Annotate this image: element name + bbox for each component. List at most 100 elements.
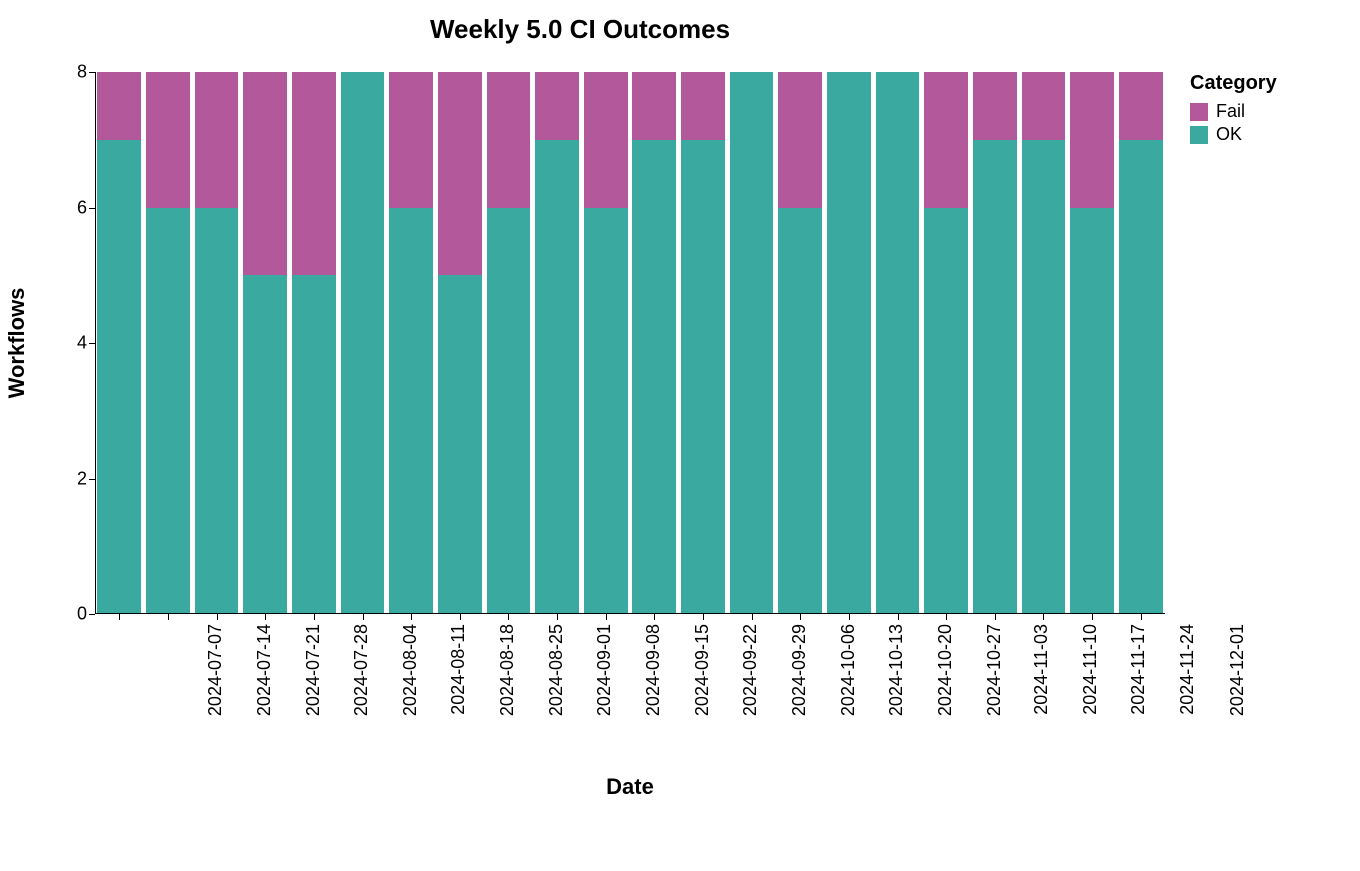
x-tick-label: 2024-09-15 — [692, 624, 713, 716]
x-tick-mark — [800, 614, 801, 620]
x-tick-label: 2024-09-01 — [594, 624, 615, 716]
bar-segment-ok — [389, 208, 433, 615]
legend-label: Fail — [1216, 101, 1245, 122]
bar-segment-ok — [584, 208, 628, 615]
x-tick-mark — [557, 614, 558, 620]
bar-segment-fail — [438, 72, 482, 275]
x-tick-mark — [946, 614, 947, 620]
bar-column — [778, 72, 822, 614]
x-tick-mark — [654, 614, 655, 620]
bar-segment-fail — [973, 72, 1017, 140]
bar-segment-ok — [341, 72, 385, 614]
bar-segment-ok — [1070, 208, 1114, 615]
bar-segment-fail — [146, 72, 190, 208]
bar-segment-ok — [681, 140, 725, 614]
legend-item-fail: Fail — [1190, 101, 1277, 122]
x-tick-label: 2024-10-20 — [935, 624, 956, 716]
bar-column — [973, 72, 1017, 614]
x-tick-mark — [508, 614, 509, 620]
bar-segment-fail — [1022, 72, 1066, 140]
plot-area: 024682024-07-072024-07-142024-07-212024-… — [95, 72, 1165, 614]
x-tick-label: 2024-10-27 — [984, 624, 1005, 716]
bar-column — [487, 72, 531, 614]
bar-segment-ok — [632, 140, 676, 614]
x-tick-label: 2024-07-07 — [205, 624, 226, 716]
x-axis-line — [95, 613, 1165, 614]
x-tick-mark — [898, 614, 899, 620]
legend-swatch — [1190, 126, 1208, 144]
bar-column — [535, 72, 579, 614]
bar-segment-fail — [681, 72, 725, 140]
bar-column — [632, 72, 676, 614]
bar-segment-fail — [487, 72, 531, 208]
bar-column — [1022, 72, 1066, 614]
x-tick-label: 2024-09-22 — [740, 624, 761, 716]
bar-segment-ok — [487, 208, 531, 615]
bar-column — [389, 72, 433, 614]
legend-title: Category — [1190, 72, 1277, 95]
x-tick-label: 2024-09-29 — [789, 624, 810, 716]
bar-segment-ok — [778, 208, 822, 615]
bar-segment-ok — [730, 72, 774, 614]
x-tick-mark — [1141, 614, 1142, 620]
bars-layer — [95, 72, 1165, 614]
x-axis-title: Date — [95, 774, 1165, 800]
y-tick-label: 6 — [77, 197, 95, 218]
bar-segment-fail — [778, 72, 822, 208]
bar-segment-ok — [195, 208, 239, 615]
bar-column — [292, 72, 336, 614]
x-tick-label: 2024-10-06 — [838, 624, 859, 716]
bar-column — [730, 72, 774, 614]
x-tick-mark — [703, 614, 704, 620]
bar-column — [438, 72, 482, 614]
x-tick-label: 2024-07-14 — [254, 624, 275, 716]
bar-segment-fail — [924, 72, 968, 208]
bar-column — [146, 72, 190, 614]
x-tick-mark — [363, 614, 364, 620]
bar-segment-ok — [438, 275, 482, 614]
x-tick-label: 2024-08-11 — [447, 624, 468, 715]
x-tick-mark — [1092, 614, 1093, 620]
bar-segment-ok — [876, 72, 920, 614]
x-tick-label: 2024-11-10 — [1080, 624, 1101, 715]
bar-segment-ok — [146, 208, 190, 615]
x-tick-label: 2024-11-24 — [1177, 624, 1198, 715]
legend: Category FailOK — [1190, 72, 1277, 147]
x-tick-mark — [314, 614, 315, 620]
bar-segment-fail — [389, 72, 433, 208]
bar-segment-ok — [827, 72, 871, 614]
x-tick-label: 2024-12-01 — [1227, 624, 1248, 716]
x-tick-mark — [265, 614, 266, 620]
x-tick-mark — [168, 614, 169, 620]
bar-segment-fail — [292, 72, 336, 275]
x-tick-mark — [217, 614, 218, 620]
x-tick-mark — [752, 614, 753, 620]
bar-column — [1070, 72, 1114, 614]
bar-column — [924, 72, 968, 614]
bar-segment-ok — [292, 275, 336, 614]
x-tick-mark — [995, 614, 996, 620]
bar-segment-ok — [973, 140, 1017, 614]
x-tick-label: 2024-07-21 — [303, 624, 324, 716]
legend-item-ok: OK — [1190, 124, 1277, 145]
x-tick-label: 2024-08-18 — [497, 624, 518, 716]
legend-swatch — [1190, 103, 1208, 121]
bar-segment-ok — [1119, 140, 1163, 614]
x-tick-label: 2024-08-04 — [400, 624, 421, 716]
x-tick-label: 2024-10-13 — [886, 624, 907, 716]
bar-segment-fail — [1119, 72, 1163, 140]
bar-column — [1119, 72, 1163, 614]
x-tick-mark — [119, 614, 120, 620]
bar-segment-fail — [1070, 72, 1114, 208]
y-tick-label: 8 — [77, 62, 95, 83]
bar-segment-fail — [195, 72, 239, 208]
x-tick-mark — [606, 614, 607, 620]
bar-column — [584, 72, 628, 614]
x-tick-label: 2024-11-17 — [1128, 624, 1149, 715]
bar-segment-ok — [97, 140, 141, 614]
bar-segment-ok — [1022, 140, 1066, 614]
x-tick-label: 2024-08-25 — [546, 624, 567, 716]
bar-segment-fail — [632, 72, 676, 140]
x-tick-mark — [411, 614, 412, 620]
x-tick-mark — [460, 614, 461, 620]
